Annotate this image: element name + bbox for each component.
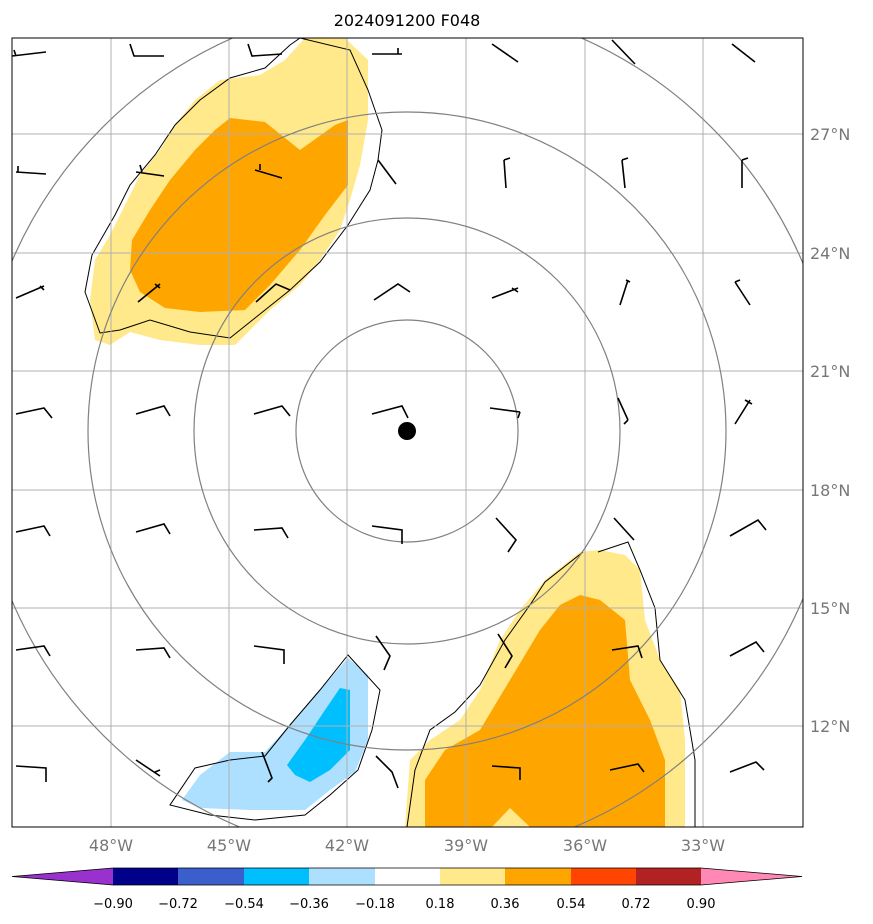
wind-barb	[253, 645, 285, 664]
wind-barb	[611, 39, 636, 65]
colorbar-extend-low	[12, 868, 113, 885]
colorbar-segment	[636, 868, 701, 885]
colorbar-tick-label: 0.36	[491, 897, 520, 912]
wind-barb	[12, 49, 47, 57]
wind-barb	[371, 525, 403, 544]
wind-barb	[619, 279, 631, 306]
colorbar-tick-label: 0.90	[687, 897, 716, 912]
wind-barbs	[12, 39, 767, 789]
wind-barb	[135, 759, 161, 777]
wind-barb	[731, 43, 756, 63]
wind-barb	[609, 763, 645, 773]
lon-label: 48°W	[89, 836, 133, 855]
map-frame	[11, 37, 804, 828]
wind-barb	[734, 399, 753, 425]
wind-barb	[135, 647, 171, 659]
colorbar-extend-high	[701, 868, 802, 885]
wind-barb	[741, 157, 749, 188]
colorbar-segment	[375, 868, 440, 885]
wind-barb	[372, 48, 402, 55]
wind-barb	[495, 517, 518, 553]
wind-barb	[15, 645, 51, 657]
lon-label: 39°W	[444, 836, 488, 855]
lon-label: 45°W	[207, 836, 251, 855]
colorbar-tick-label: 0.54	[557, 897, 586, 912]
longitude-labels: 48°W 45°W 42°W 39°W 36°W 33°W	[89, 836, 725, 855]
wind-barb	[491, 43, 519, 63]
wind-barb	[15, 285, 45, 299]
colorbar-tick-label: 0.18	[426, 897, 455, 912]
lon-label: 42°W	[325, 836, 369, 855]
colorbar-segment	[178, 868, 244, 885]
wind-barb	[729, 640, 765, 657]
wind-barb	[617, 397, 629, 425]
range-rings	[12, 38, 803, 827]
wind-barb	[255, 283, 291, 303]
lat-label: 27°N	[810, 125, 850, 144]
colorbar-tick-label: −0.72	[158, 897, 198, 912]
shaded-region-se-orange	[425, 595, 665, 827]
wind-barb	[371, 405, 409, 419]
wind-barb	[377, 159, 397, 185]
lat-label: 15°N	[810, 599, 850, 618]
colorbar-segment	[244, 868, 309, 885]
wind-barb	[729, 761, 765, 773]
wind-barb	[491, 765, 521, 780]
lon-label: 33°W	[681, 836, 725, 855]
wind-barb	[611, 645, 643, 659]
wind-barb	[135, 405, 171, 417]
wind-barb	[613, 517, 635, 541]
wind-barb	[15, 765, 47, 782]
wind-barb	[253, 527, 289, 539]
colorbar-outline	[11, 867, 803, 886]
colorbar-tick-label: −0.54	[224, 897, 264, 912]
lat-label: 12°N	[810, 717, 850, 736]
map-plot-area	[12, 38, 803, 827]
chart-title: 2024091200 F048	[334, 11, 481, 30]
wind-barb	[375, 635, 391, 671]
contour-lines	[84, 38, 696, 827]
wind-barb	[497, 633, 513, 669]
wind-barb	[373, 283, 411, 301]
lat-label: 24°N	[810, 244, 850, 263]
wind-barb	[729, 518, 767, 537]
colorbar-segment	[113, 868, 178, 885]
wind-barb	[15, 407, 53, 419]
colorbar-tick-label: −0.90	[93, 897, 133, 912]
lat-label: 18°N	[810, 481, 850, 500]
wind-barb	[261, 751, 273, 783]
wind-barb	[135, 523, 171, 535]
latitude-labels: 27°N 24°N 21°N 18°N 15°N 12°N	[810, 125, 850, 736]
wind-barb	[503, 157, 511, 189]
wind-barb	[375, 755, 399, 789]
storm-center-marker	[398, 422, 416, 440]
shaded-region-sw-blue	[287, 688, 350, 782]
wind-barb	[489, 407, 521, 419]
wind-barb	[253, 405, 291, 417]
wind-barb	[15, 166, 47, 175]
wind-barb	[254, 164, 283, 179]
colorbar-tick-labels: −0.90 −0.72 −0.54 −0.36 −0.18 0.18 0.36 …	[93, 897, 715, 912]
colorbar-tick-label: −0.36	[289, 897, 329, 912]
colorbar-segment	[571, 868, 636, 885]
colorbar-segment	[440, 868, 505, 885]
lon-label: 36°W	[563, 836, 607, 855]
wind-barb	[135, 164, 165, 177]
colorbar-segment	[309, 868, 375, 885]
wind-barb	[129, 43, 164, 57]
wind-barb	[247, 43, 283, 57]
wind-barb	[15, 525, 51, 537]
lat-label: 21°N	[810, 362, 850, 381]
wind-barb	[491, 287, 519, 299]
wind-barb	[137, 283, 161, 303]
wind-barb	[621, 157, 629, 189]
colorbar	[11, 867, 803, 886]
colorbar-segment	[505, 868, 571, 885]
colorbar-tick-label: 0.72	[622, 897, 651, 912]
shaded-region-nw-orange	[130, 118, 348, 312]
colorbar-tick-label: −0.18	[355, 897, 395, 912]
wind-barb	[734, 279, 751, 306]
